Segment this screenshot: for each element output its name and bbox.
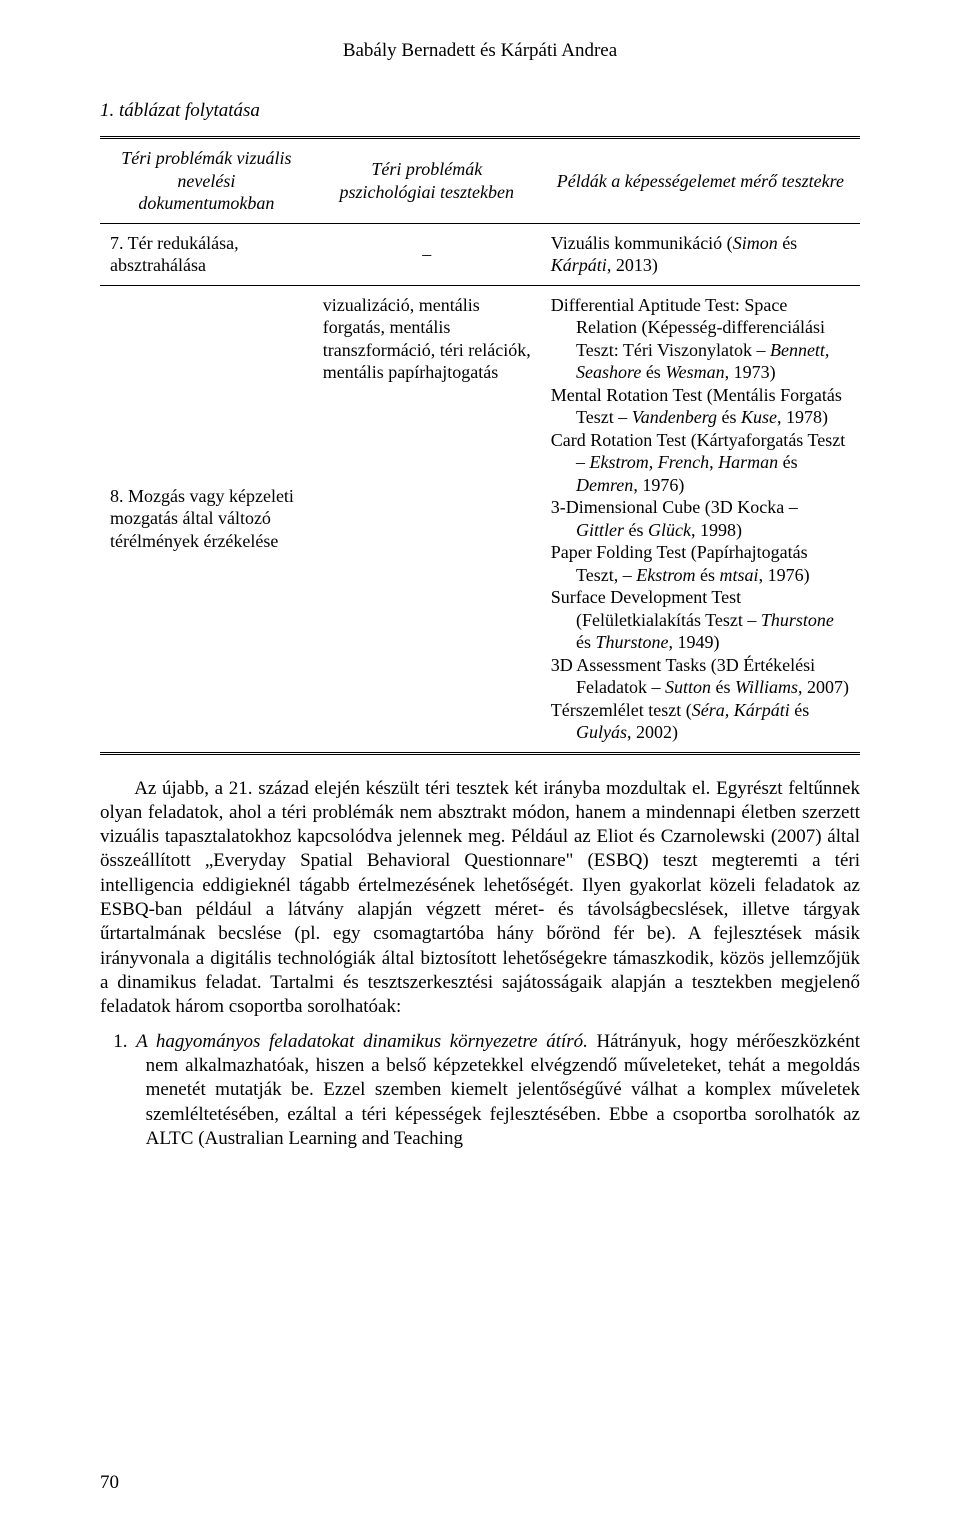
list-number: 1.	[113, 1030, 136, 1054]
table-row: 7. Tér redukálása, absztrahálása – Vizuá…	[100, 223, 860, 285]
cell-tests: –	[313, 223, 541, 285]
example-item: Surface Development Test (Felületkialakí…	[551, 586, 850, 654]
example-item: Paper Folding Test (Papírhajtogatás Tesz…	[551, 541, 850, 586]
example-item: Vizuális kommunikáció (Simon és Kárpáti,…	[551, 232, 850, 277]
col-header: Téri problémák pszichológiai tesztekben	[313, 138, 541, 224]
body-text: Az újabb, a 21. század elején készült té…	[100, 777, 860, 1152]
main-table: Téri problémák vizuális nevelési dokumen…	[100, 136, 860, 755]
example-item: Mental Rotation Test (Mentális Forgatás …	[551, 384, 850, 429]
example-item: 3D Assessment Tasks (3D Értékelési Felad…	[551, 654, 850, 699]
cell-term: 8. Mozgás vagy képzeleti mozgatás által …	[100, 285, 313, 753]
cell-term: 7. Tér redukálása, absztrahálása	[100, 223, 313, 285]
list-lead: A hagyományos feladatokat dinamikus körn…	[136, 1031, 588, 1052]
running-head: Babály Bernadett és Kárpáti Andrea	[100, 40, 860, 62]
example-item: 3-Dimensional Cube (3D Kocka – Gittler é…	[551, 496, 850, 541]
table-caption: 1. táblázat folytatása	[100, 100, 860, 122]
example-item: Differential Aptitude Test: Space Relati…	[551, 294, 850, 384]
col-header: Példák a képességelemet mérő tesztekre	[541, 138, 860, 224]
cell-tests: vizualizáció, mentális forgatás, mentáli…	[313, 285, 541, 753]
table-row: 8. Mozgás vagy képzeleti mozgatás által …	[100, 285, 860, 753]
body-paragraph: Az újabb, a 21. század elején készült té…	[100, 777, 860, 1020]
example-item: Térszemlélet teszt (Séra, Kárpáti és Gul…	[551, 699, 850, 744]
table-head: Téri problémák vizuális nevelési dokumen…	[100, 138, 860, 224]
example-item: Card Rotation Test (Kártyaforgatás Teszt…	[551, 429, 850, 497]
col-header: Téri problémák vizuális nevelési dokumen…	[100, 138, 313, 224]
cell-examples: Vizuális kommunikáció (Simon és Kárpáti,…	[541, 223, 860, 285]
cell-examples: Differential Aptitude Test: Space Relati…	[541, 285, 860, 753]
page-number: 70	[100, 1472, 119, 1494]
list-item: 1.A hagyományos feladatokat dinamikus kö…	[136, 1030, 860, 1152]
